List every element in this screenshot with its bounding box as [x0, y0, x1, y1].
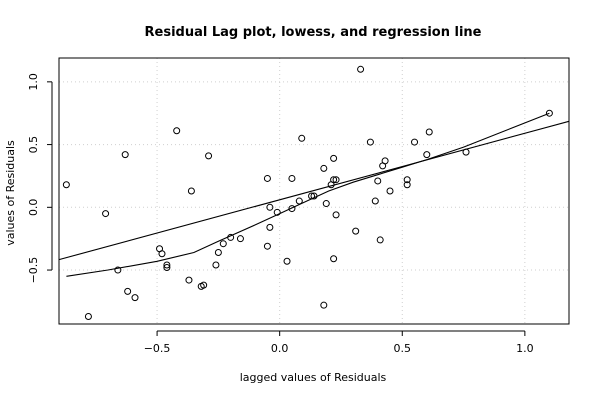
data-point [411, 138, 419, 146]
data-point [114, 266, 122, 274]
data-point [200, 281, 208, 289]
data-point [187, 187, 195, 195]
data-point [227, 233, 235, 241]
data-point [376, 236, 384, 244]
data-point [386, 187, 394, 195]
data-point [163, 264, 171, 272]
x-tick-label: −0.5 [144, 342, 171, 355]
data-point [236, 235, 244, 243]
points-layer [62, 65, 553, 320]
data-point [102, 210, 110, 218]
data-point [273, 208, 281, 216]
regression-line [58, 120, 570, 261]
data-point [381, 157, 389, 165]
data-point [320, 301, 328, 309]
data-point [403, 176, 411, 184]
data-point [266, 223, 274, 231]
y-tick-label: 0.5 [27, 136, 40, 154]
data-point [295, 197, 303, 205]
y-axis-label: values of Residuals [4, 140, 17, 246]
data-point [357, 65, 365, 73]
axes-layer: −0.5 0.0 0.5 1.0 −0.5 0.0 0.5 1.0 [27, 73, 534, 355]
data-point [185, 276, 193, 284]
data-point [158, 250, 166, 258]
data-point [330, 154, 338, 162]
data-point [403, 181, 411, 189]
data-point [310, 192, 318, 200]
data-point [298, 134, 306, 142]
y-tick-label: 1.0 [27, 73, 40, 91]
data-point [371, 197, 379, 205]
y-tick-label: 0.0 [27, 199, 40, 217]
data-point [219, 240, 227, 248]
x-tick-label: 1.0 [516, 342, 534, 355]
data-point [545, 109, 553, 117]
x-tick-label: 0.5 [394, 342, 412, 355]
data-point [288, 205, 296, 213]
data-point [283, 257, 291, 265]
data-point [330, 255, 338, 263]
data-point [124, 287, 132, 295]
x-tick-label: 0.0 [271, 342, 289, 355]
data-point [425, 128, 433, 136]
data-point [308, 192, 316, 200]
data-point [205, 152, 213, 160]
data-point [352, 227, 360, 235]
data-point [214, 248, 222, 256]
data-point [84, 312, 92, 320]
data-point [374, 177, 382, 185]
data-point [266, 203, 274, 211]
x-axis-label: lagged values of Residuals [240, 371, 387, 384]
data-point [163, 261, 171, 269]
data-point [288, 174, 296, 182]
y-tick-label: −0.5 [27, 257, 40, 284]
chart-title: Residual Lag plot, lowess, and regressio… [145, 25, 482, 40]
data-point [332, 176, 340, 184]
data-point [263, 174, 271, 182]
lowess-curve [66, 112, 550, 277]
data-point [330, 176, 338, 184]
data-point [322, 200, 330, 208]
data-point [131, 294, 139, 302]
data-point [263, 242, 271, 250]
data-point [423, 151, 431, 159]
lines-layer [58, 112, 570, 277]
data-point [320, 164, 328, 172]
data-point [462, 148, 470, 156]
data-point [366, 138, 374, 146]
data-point [332, 211, 340, 219]
data-point [62, 181, 70, 189]
data-point [173, 127, 181, 135]
plot-frame [58, 57, 570, 325]
data-point [212, 261, 220, 269]
data-point [121, 151, 129, 159]
